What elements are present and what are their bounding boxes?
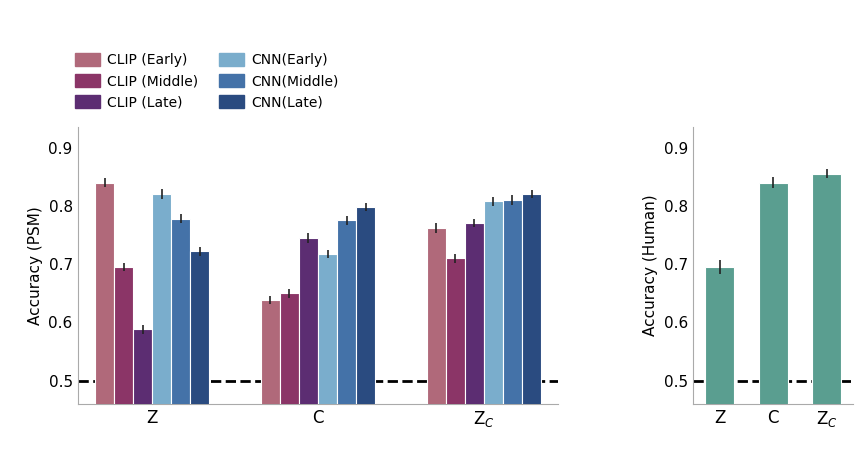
Legend: CLIP (Early), CLIP (Middle), CLIP (Late), CNN(Early), CNN(Middle), CNN(Late): CLIP (Early), CLIP (Middle), CLIP (Late)… (75, 53, 338, 109)
Bar (152, 194, 171, 454)
Bar (190, 252, 209, 454)
Bar (811, 174, 840, 454)
Bar (502, 200, 522, 454)
Bar (426, 228, 445, 454)
Bar (337, 220, 356, 454)
Bar (133, 330, 152, 454)
Bar (171, 219, 190, 454)
Bar (483, 201, 502, 454)
Bar (114, 267, 133, 454)
Bar (299, 238, 318, 454)
Bar (464, 223, 483, 454)
Bar (704, 267, 734, 454)
Y-axis label: Accuracy (PSM): Accuracy (PSM) (28, 206, 43, 325)
Bar (445, 258, 464, 454)
Bar (261, 300, 280, 454)
Bar (522, 194, 541, 454)
Bar (280, 293, 299, 454)
Bar (95, 183, 114, 454)
Bar (318, 254, 337, 454)
Y-axis label: Accuracy (Human): Accuracy (Human) (642, 195, 658, 336)
Bar (356, 207, 375, 454)
Bar (758, 183, 787, 454)
